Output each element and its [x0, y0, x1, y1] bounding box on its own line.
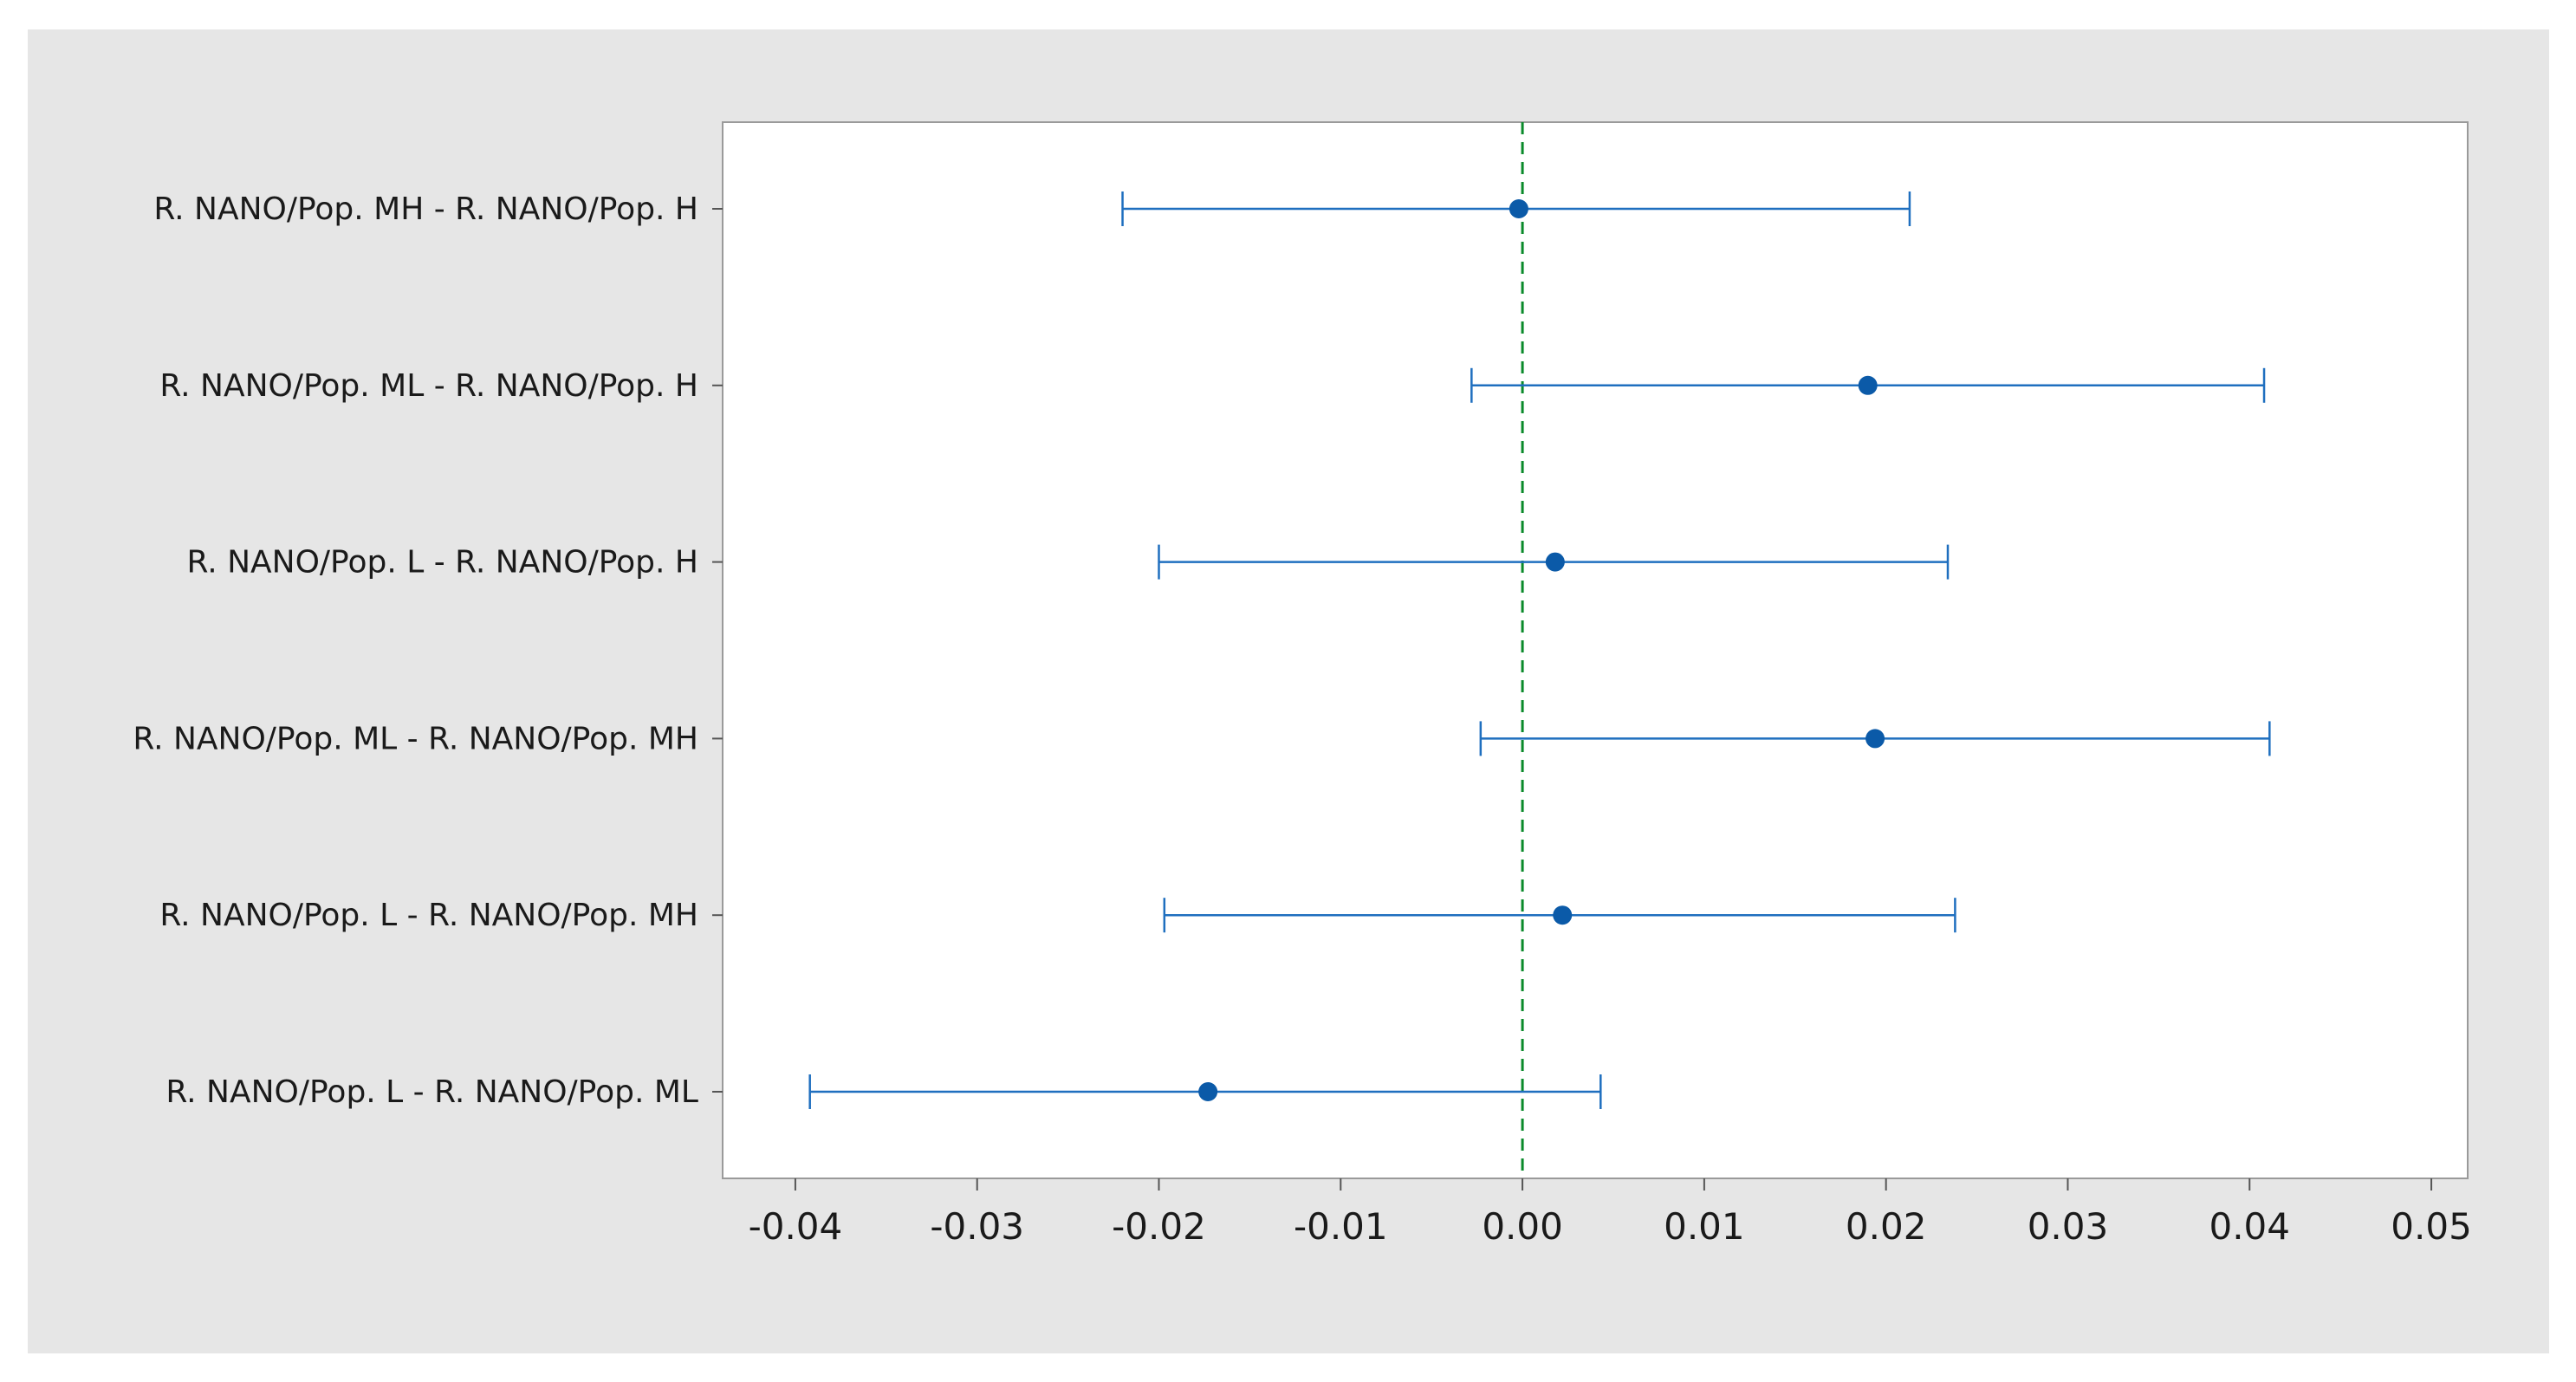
x-tick-label: 0.01 [1664, 1205, 1745, 1248]
category-label: R. NANO/Pop. ML - R. NANO/Pop. H [159, 368, 698, 404]
interval-layer [808, 191, 2271, 1109]
x-tick-label: 0.05 [2391, 1205, 2472, 1248]
x-tick-label: -0.04 [749, 1205, 843, 1248]
x-tick-label: 0.03 [2028, 1205, 2109, 1248]
interval-chart: R. NANO/Pop. MH - R. NANO/Pop. H R. NANO/… [133, 121, 2472, 1248]
category-label: R. NANO/Pop. MH - R. NANO/Pop. H [153, 191, 698, 227]
estimate-point [1553, 905, 1573, 925]
x-tick-layer: -0.04 -0.03 -0.02 -0.01 0.00 0.01 0.02 0.03 0.04… [749, 1178, 2472, 1248]
estimate-point [1858, 375, 1878, 395]
estimate-point [1865, 729, 1885, 749]
plot-area [722, 121, 2469, 1179]
category-label-layer: R. NANO/Pop. MH - R. NANO/Pop. H R. NANO/… [133, 191, 723, 1110]
x-tick-label: -0.03 [930, 1205, 1024, 1248]
chart-frame: R. NANO/Pop. MH - R. NANO/Pop. H R. NANO/… [28, 29, 2549, 1353]
x-tick-label: -0.01 [1294, 1205, 1388, 1248]
estimate-point [1545, 552, 1565, 572]
category-label: R. NANO/Pop. L - R. NANO/Pop. H [186, 545, 698, 581]
interval-row [1158, 544, 1950, 580]
x-tick-label: 0.00 [1482, 1205, 1563, 1248]
interval-row [1121, 191, 1911, 226]
interval-row [808, 1074, 1602, 1109]
interval-row [1479, 721, 2271, 756]
x-tick-label: 0.02 [1846, 1205, 1927, 1248]
estimate-point [1509, 199, 1528, 218]
category-label: R. NANO/Pop. L - R. NANO/Pop. ML [165, 1074, 698, 1110]
category-label: R. NANO/Pop. L - R. NANO/Pop. MH [159, 898, 698, 933]
estimate-point [1198, 1082, 1218, 1101]
category-label: R. NANO/Pop. ML - R. NANO/Pop. MH [133, 721, 698, 756]
x-tick-label: -0.02 [1112, 1205, 1206, 1248]
interval-row [1470, 367, 2266, 403]
interval-row [1163, 898, 1956, 933]
x-tick-label: 0.04 [2209, 1205, 2290, 1248]
